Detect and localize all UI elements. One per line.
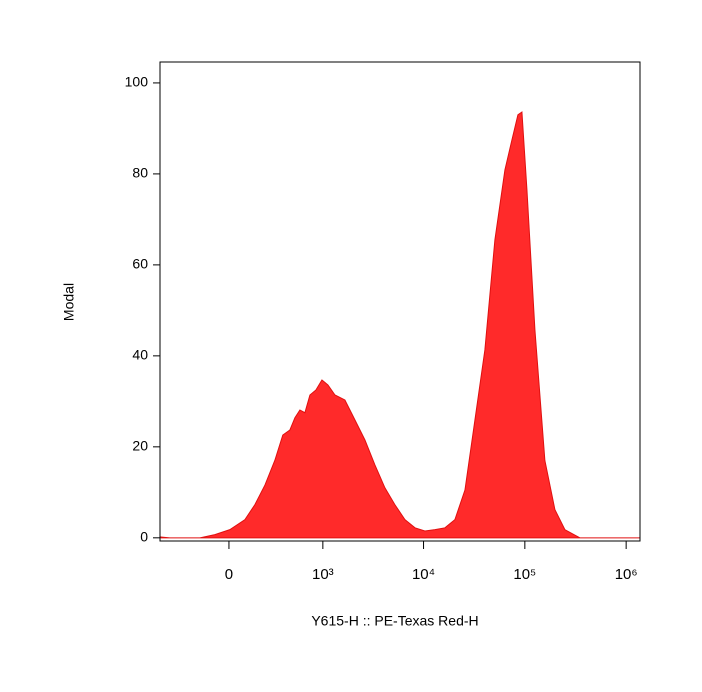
- x-tick-label: 10⁵: [513, 566, 536, 583]
- y-tick-label: 0: [140, 529, 148, 545]
- y-axis-label: Modal: [61, 283, 77, 321]
- x-tick-label: 0: [225, 566, 233, 583]
- y-tick-label: 80: [132, 165, 148, 181]
- y-tick-label: 100: [125, 74, 149, 90]
- x-axis-label: Y615-H :: PE-Texas Red-H: [311, 613, 478, 629]
- histogram-area: [159, 111, 640, 539]
- plot-frame: [159, 61, 641, 542]
- x-tick-label: 10⁴: [412, 566, 435, 583]
- y-tick-label: 60: [132, 256, 148, 272]
- x-tick-label: 10³: [312, 566, 334, 583]
- y-tick-label: 20: [132, 438, 148, 454]
- x-tick-label: 10⁶: [615, 566, 638, 583]
- y-tick-label: 40: [132, 347, 148, 363]
